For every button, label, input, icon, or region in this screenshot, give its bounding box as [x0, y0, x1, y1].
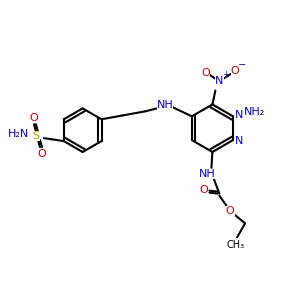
Text: O: O [226, 206, 235, 216]
Text: N: N [215, 76, 224, 85]
Text: −: − [238, 60, 246, 70]
Text: NH: NH [157, 100, 173, 110]
Text: +: + [222, 70, 229, 79]
Text: NH₂: NH₂ [244, 107, 266, 117]
Text: NH: NH [199, 169, 216, 179]
Text: H₂N: H₂N [8, 129, 29, 139]
Text: O: O [30, 113, 38, 123]
Text: S: S [32, 131, 40, 141]
Text: CH₃: CH₃ [226, 240, 244, 250]
Text: O: O [231, 66, 240, 76]
Text: N: N [235, 110, 243, 120]
Text: O: O [38, 149, 46, 159]
Text: O: O [199, 184, 208, 195]
Text: N: N [235, 136, 243, 146]
Text: O: O [201, 68, 210, 78]
